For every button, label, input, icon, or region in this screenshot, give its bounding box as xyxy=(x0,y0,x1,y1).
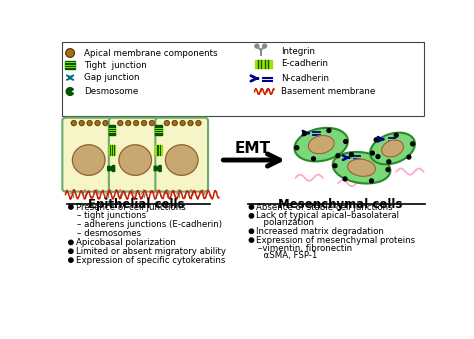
Text: Lack of typical apical–basolateral: Lack of typical apical–basolateral xyxy=(256,211,399,220)
Circle shape xyxy=(249,205,254,209)
Circle shape xyxy=(142,121,146,125)
Text: Expression of mesenchymal proteins: Expression of mesenchymal proteins xyxy=(256,236,415,245)
Bar xyxy=(65,61,75,69)
Circle shape xyxy=(311,157,315,161)
Text: Expression of specific cytokeratins: Expression of specific cytokeratins xyxy=(75,256,225,265)
Text: Presence of cell junctions: Presence of cell junctions xyxy=(75,202,185,212)
Ellipse shape xyxy=(347,159,375,176)
Circle shape xyxy=(188,121,193,125)
Circle shape xyxy=(410,142,415,146)
Text: Mesenchymal cells: Mesenchymal cells xyxy=(278,198,403,211)
Circle shape xyxy=(255,44,259,48)
Bar xyxy=(109,125,115,135)
Text: Integrin: Integrin xyxy=(281,47,315,56)
FancyBboxPatch shape xyxy=(109,118,162,192)
Text: polarization: polarization xyxy=(258,218,314,227)
Text: N-cadherin: N-cadherin xyxy=(281,74,329,83)
Ellipse shape xyxy=(73,145,105,175)
Text: Absence of stable cell junctions: Absence of stable cell junctions xyxy=(256,202,393,212)
Circle shape xyxy=(196,121,201,125)
Circle shape xyxy=(349,153,354,157)
Ellipse shape xyxy=(382,140,403,157)
Text: Basement membrane: Basement membrane xyxy=(281,87,375,96)
FancyBboxPatch shape xyxy=(155,118,208,192)
Circle shape xyxy=(333,164,337,168)
Bar xyxy=(109,145,115,155)
Circle shape xyxy=(172,121,177,125)
Circle shape xyxy=(180,121,185,125)
Polygon shape xyxy=(158,165,161,172)
Bar xyxy=(155,145,162,155)
Text: E-cadherin: E-cadherin xyxy=(281,59,328,68)
Text: Gap junction: Gap junction xyxy=(84,73,139,82)
Ellipse shape xyxy=(119,145,152,175)
Ellipse shape xyxy=(165,145,198,175)
Text: – tight junctions: – tight junctions xyxy=(77,211,146,220)
FancyBboxPatch shape xyxy=(63,118,115,192)
Circle shape xyxy=(344,140,347,143)
Circle shape xyxy=(407,155,411,159)
Polygon shape xyxy=(111,165,115,172)
Circle shape xyxy=(95,121,100,125)
Circle shape xyxy=(79,121,84,125)
Circle shape xyxy=(376,155,380,159)
Text: Increased matrix degradation: Increased matrix degradation xyxy=(256,227,384,236)
Circle shape xyxy=(249,214,254,218)
Circle shape xyxy=(72,121,76,125)
Circle shape xyxy=(374,138,378,142)
Circle shape xyxy=(69,240,73,244)
Text: Desmosome: Desmosome xyxy=(84,87,138,96)
Ellipse shape xyxy=(294,128,348,161)
Circle shape xyxy=(295,146,299,149)
Text: – desmosomes: – desmosomes xyxy=(77,229,141,238)
Circle shape xyxy=(87,121,92,125)
FancyBboxPatch shape xyxy=(62,42,424,116)
Circle shape xyxy=(394,133,398,137)
Polygon shape xyxy=(108,166,111,171)
Circle shape xyxy=(69,258,73,262)
Circle shape xyxy=(126,121,131,125)
Text: Apicobasal polarization: Apicobasal polarization xyxy=(75,238,175,247)
Circle shape xyxy=(387,160,391,164)
Ellipse shape xyxy=(370,133,415,164)
Text: Epithelial cells: Epithelial cells xyxy=(89,198,185,211)
Circle shape xyxy=(386,168,390,172)
Circle shape xyxy=(263,44,266,48)
Text: EMT: EMT xyxy=(235,141,271,156)
Circle shape xyxy=(69,205,73,209)
Polygon shape xyxy=(154,166,158,171)
Bar xyxy=(155,125,162,135)
Circle shape xyxy=(371,151,374,155)
Text: αSMA, FSP-1: αSMA, FSP-1 xyxy=(258,251,318,260)
Circle shape xyxy=(118,121,123,125)
Circle shape xyxy=(302,132,306,136)
Text: –vimentin, fibronectin: –vimentin, fibronectin xyxy=(258,244,353,253)
Polygon shape xyxy=(66,88,73,95)
Bar xyxy=(255,60,272,67)
Circle shape xyxy=(327,128,331,133)
Circle shape xyxy=(149,121,155,125)
Circle shape xyxy=(249,229,254,234)
Ellipse shape xyxy=(308,136,334,154)
Circle shape xyxy=(66,49,74,57)
Text: Apical membrane components: Apical membrane components xyxy=(84,48,218,58)
Circle shape xyxy=(69,249,73,254)
Circle shape xyxy=(249,238,254,242)
Ellipse shape xyxy=(333,152,391,183)
Circle shape xyxy=(343,177,347,181)
Circle shape xyxy=(370,179,374,183)
Text: – adherens junctions (E-cadherin): – adherens junctions (E-cadherin) xyxy=(77,220,222,229)
Text: Tight  junction: Tight junction xyxy=(84,61,147,70)
Circle shape xyxy=(103,121,108,125)
Circle shape xyxy=(336,154,340,158)
Circle shape xyxy=(164,121,169,125)
Circle shape xyxy=(134,121,138,125)
Text: Limited or absent migratory ability: Limited or absent migratory ability xyxy=(75,247,226,256)
